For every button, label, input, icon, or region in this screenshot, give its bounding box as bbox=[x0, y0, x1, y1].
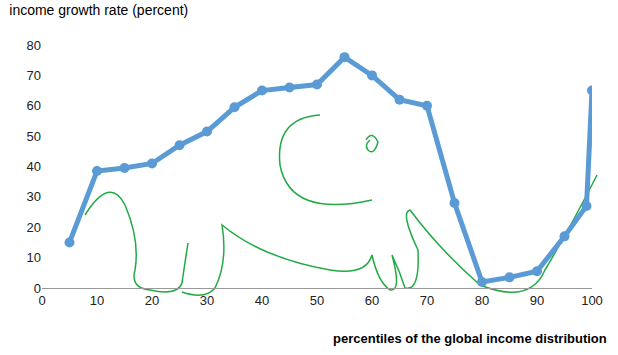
svg-text:60: 60 bbox=[27, 98, 41, 113]
svg-text:10: 10 bbox=[90, 293, 104, 308]
svg-text:70: 70 bbox=[27, 68, 41, 83]
svg-text:80: 80 bbox=[27, 38, 41, 53]
svg-text:50: 50 bbox=[310, 293, 324, 308]
svg-text:60: 60 bbox=[365, 293, 379, 308]
svg-text:40: 40 bbox=[255, 293, 269, 308]
svg-text:90: 90 bbox=[530, 293, 544, 308]
svg-text:80: 80 bbox=[475, 293, 489, 308]
svg-text:0: 0 bbox=[34, 281, 41, 296]
svg-text:40: 40 bbox=[27, 159, 41, 174]
svg-text:50: 50 bbox=[27, 129, 41, 144]
svg-text:0: 0 bbox=[38, 293, 45, 308]
svg-text:30: 30 bbox=[27, 189, 41, 204]
svg-text:100: 100 bbox=[581, 293, 603, 308]
svg-text:70: 70 bbox=[420, 293, 434, 308]
svg-text:percentiles of the global inco: percentiles of the global income distrib… bbox=[333, 331, 607, 346]
svg-text:20: 20 bbox=[145, 293, 159, 308]
svg-text:income growth rate (percent): income growth rate (percent) bbox=[9, 2, 188, 18]
svg-text:20: 20 bbox=[27, 220, 41, 235]
svg-text:10: 10 bbox=[27, 250, 41, 265]
svg-text:30: 30 bbox=[200, 293, 214, 308]
